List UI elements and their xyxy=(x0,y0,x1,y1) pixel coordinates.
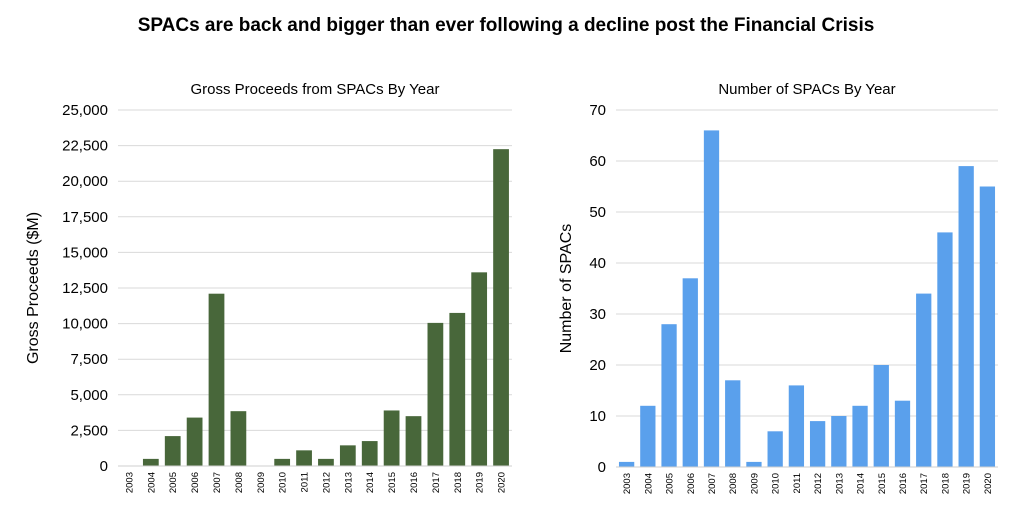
bar xyxy=(339,445,356,466)
y-tick-label: 25,000 xyxy=(62,102,108,119)
x-tick-label: 2013 xyxy=(343,472,354,493)
x-tick-label: 2006 xyxy=(686,473,697,494)
x-tick-label: 2011 xyxy=(300,472,311,492)
x-tick-label: 2012 xyxy=(813,473,824,494)
bar xyxy=(873,365,889,467)
bar xyxy=(471,272,488,466)
y-tick-label: 0 xyxy=(598,459,606,476)
bar xyxy=(449,312,466,466)
y-tick-label: 10,000 xyxy=(62,316,108,333)
y-tick-label: 12,500 xyxy=(62,280,108,297)
bar xyxy=(274,458,291,466)
x-tick-label: 2020 xyxy=(983,473,994,494)
y-tick-label: 22,500 xyxy=(62,138,108,155)
y-tick-label: 60 xyxy=(589,153,606,170)
x-tick-label: 2004 xyxy=(146,472,157,493)
x-tick-label: 2004 xyxy=(643,473,654,494)
bar xyxy=(958,166,974,467)
x-tick-label: 2019 xyxy=(475,472,486,493)
chart-title: Gross Proceeds from SPACs By Year xyxy=(191,81,440,98)
x-tick-label: 2013 xyxy=(834,473,845,494)
x-tick-label: 2009 xyxy=(749,473,760,494)
chart-title: Number of SPACs By Year xyxy=(718,81,895,98)
bar xyxy=(725,380,741,467)
bar xyxy=(361,441,378,466)
x-tick-label: 2007 xyxy=(707,473,718,494)
y-tick-label: 15,000 xyxy=(62,244,108,261)
y-tick-label: 20,000 xyxy=(62,173,108,190)
bar xyxy=(661,324,677,467)
x-tick-label: 2015 xyxy=(877,473,888,494)
x-tick-label: 2016 xyxy=(409,472,420,493)
bar xyxy=(831,416,847,467)
y-tick-label: 10 xyxy=(589,408,606,425)
x-tick-label: 2005 xyxy=(665,473,676,494)
bar xyxy=(493,149,509,466)
x-tick-label: 2016 xyxy=(898,473,909,494)
x-tick-label: 2019 xyxy=(962,473,973,494)
y-tick-label: 20 xyxy=(589,357,606,374)
bar xyxy=(164,436,181,466)
bar xyxy=(916,293,932,467)
x-tick-label: 2003 xyxy=(124,472,135,493)
bar xyxy=(937,232,953,467)
x-tick-label: 2010 xyxy=(771,473,782,494)
x-tick-label: 2003 xyxy=(622,473,633,494)
x-tick-label: 2015 xyxy=(387,472,398,493)
x-tick-label: 2005 xyxy=(168,472,179,493)
bar xyxy=(703,130,720,467)
y-tick-label: 2,500 xyxy=(70,422,108,439)
y-tick-label: 17,500 xyxy=(62,209,108,226)
bar xyxy=(208,293,225,466)
bar xyxy=(230,411,247,466)
x-tick-label: 2011 xyxy=(792,473,803,493)
x-tick-label: 2014 xyxy=(365,472,376,493)
bar xyxy=(746,461,762,467)
bar xyxy=(788,385,805,467)
bar xyxy=(767,431,783,467)
x-tick-label: 2020 xyxy=(497,472,508,493)
y-tick-label: 70 xyxy=(589,102,606,119)
x-tick-label: 2012 xyxy=(321,472,332,493)
bar xyxy=(979,186,996,467)
bar xyxy=(852,405,868,467)
x-tick-label: 2014 xyxy=(856,473,867,494)
y-tick-label: 0 xyxy=(100,458,108,475)
x-tick-label: 2017 xyxy=(431,472,442,493)
bar xyxy=(186,417,203,466)
x-tick-label: 2018 xyxy=(453,472,464,493)
bar xyxy=(383,410,400,466)
x-tick-label: 2007 xyxy=(212,472,223,493)
bar xyxy=(682,278,698,467)
bar xyxy=(296,450,312,466)
x-tick-label: 2008 xyxy=(234,472,245,493)
x-tick-label: 2009 xyxy=(256,472,267,493)
y-tick-label: 30 xyxy=(589,306,606,323)
x-tick-label: 2018 xyxy=(940,473,951,494)
x-tick-label: 2008 xyxy=(728,473,739,494)
gross-proceeds-chart: Gross Proceeds from SPACs By Year 0 2,500 5… xyxy=(25,81,512,493)
y-tick-label: 7,500 xyxy=(70,351,108,368)
bar xyxy=(809,421,826,467)
y-tick-label: 5,000 xyxy=(70,387,108,404)
y-axis-label: Gross Proceeds ($M) xyxy=(25,212,42,364)
bar xyxy=(894,400,911,467)
y-axis-label: Number of SPACs xyxy=(558,224,575,354)
bar xyxy=(318,458,334,466)
y-tick-label: 40 xyxy=(589,255,606,272)
main-title: SPACs are back and bigger than ever foll… xyxy=(137,15,875,36)
x-tick-label: 2010 xyxy=(278,472,289,493)
x-tick-label: 2017 xyxy=(919,473,930,494)
bar xyxy=(618,461,635,467)
x-tick-label: 2006 xyxy=(190,472,201,493)
bar xyxy=(142,458,159,466)
bar xyxy=(405,416,422,466)
bar xyxy=(427,322,444,466)
bar xyxy=(640,405,656,467)
y-tick-label: 50 xyxy=(589,204,606,221)
